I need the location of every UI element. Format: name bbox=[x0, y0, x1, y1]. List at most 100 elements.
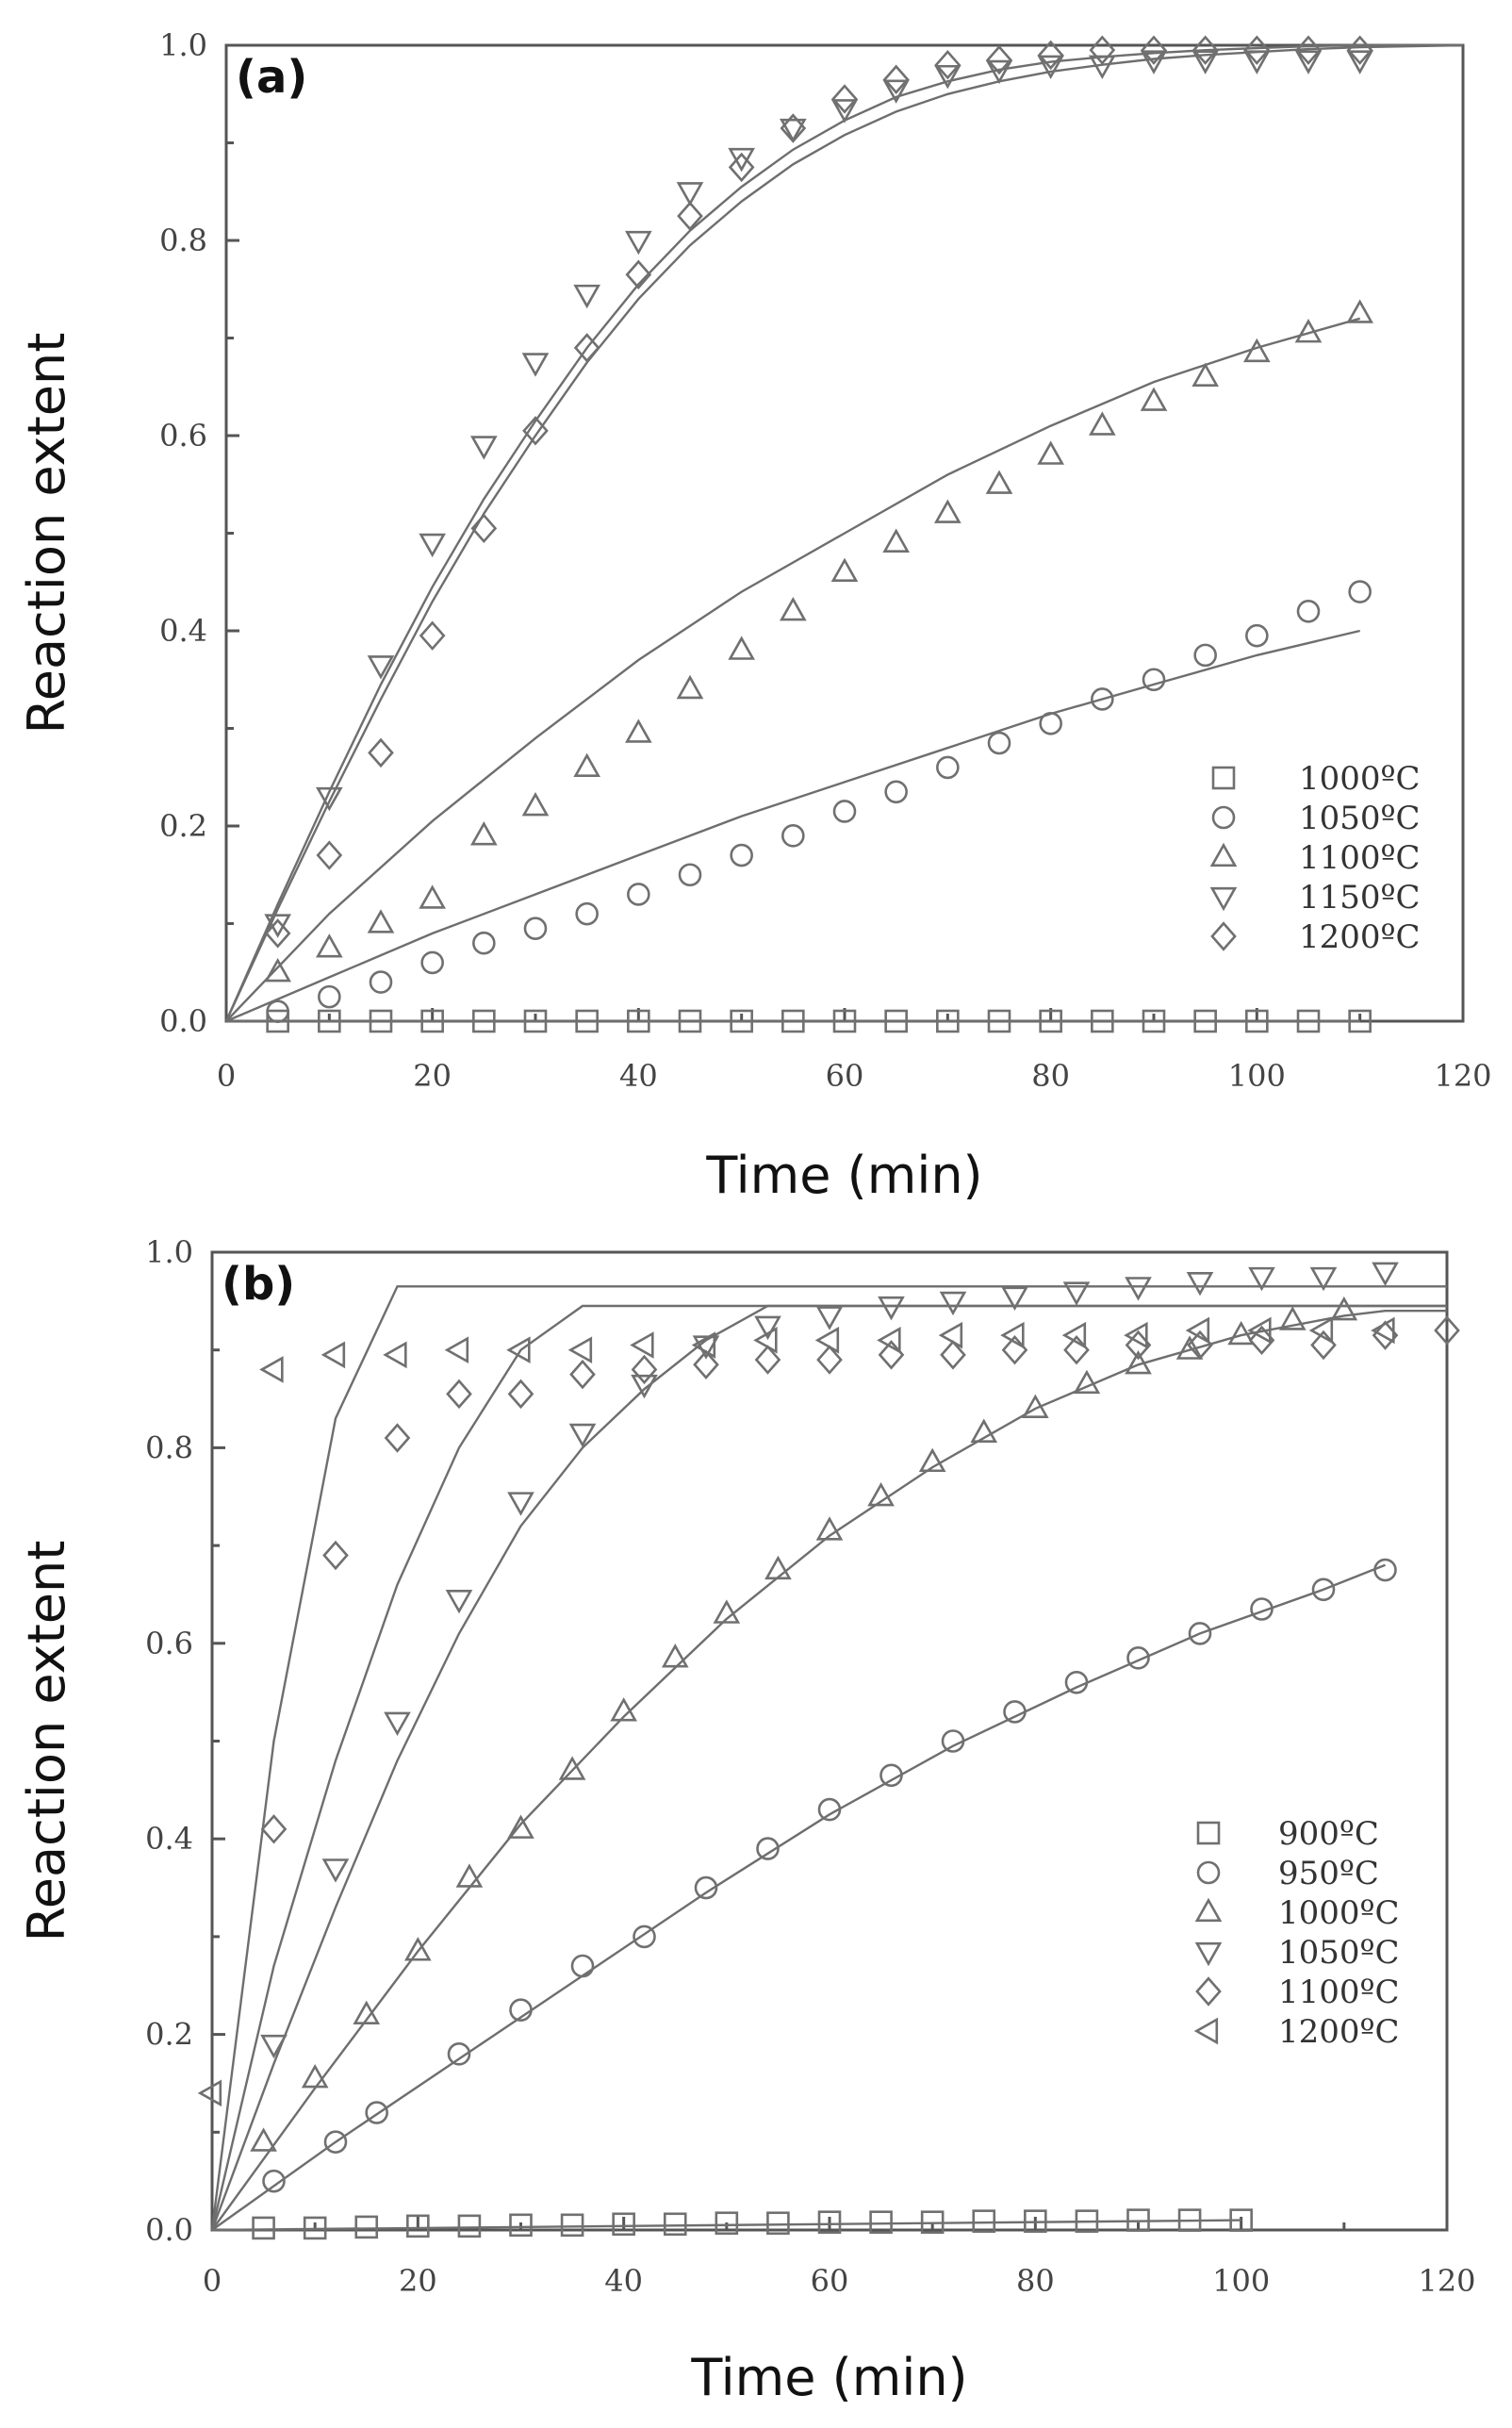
panel-b-point-1200 bbox=[197, 2079, 222, 2107]
panel-b-point-1000 bbox=[507, 1814, 534, 1839]
panel-b-point-1000 bbox=[1175, 1335, 1204, 1360]
panel-a-y-tick-label: 1.0 bbox=[159, 27, 207, 63]
panel-b-legend-label: 900ºC bbox=[1278, 1815, 1379, 1853]
panel-a-point-1000 bbox=[1296, 1009, 1321, 1033]
panel-a-point-1100 bbox=[1037, 440, 1064, 465]
panel-b-point-1050 bbox=[754, 1315, 781, 1341]
panel-a-point-1150 bbox=[728, 147, 755, 173]
panel-a-legend-marker bbox=[1209, 842, 1238, 867]
panel-b-x-axis-title: Time (min) bbox=[690, 2348, 967, 2407]
panel-a-fit-1150-line bbox=[224, 43, 1463, 1022]
panel-a-legend-label: 1000ºC bbox=[1299, 760, 1421, 798]
panel-b-point-1100 bbox=[754, 1345, 781, 1375]
panel-b-point-1000 bbox=[301, 2063, 329, 2089]
panel-a-point-1000 bbox=[369, 1009, 393, 1033]
panel-b-legend-marker bbox=[1193, 2017, 1219, 2045]
panel-b-point-900 bbox=[766, 2211, 790, 2236]
panel-a-point-1050 bbox=[987, 731, 1011, 755]
panel-b-legend-marker bbox=[1196, 1860, 1221, 1885]
panel-a-legend-label: 1100ºC bbox=[1299, 839, 1421, 877]
panel-b-y-tick-label: 0.2 bbox=[145, 2017, 193, 2053]
panel-a-legend-marker bbox=[1211, 805, 1236, 830]
panel-a-point-1150 bbox=[676, 182, 704, 206]
panel-b-point-1100 bbox=[260, 1814, 288, 1844]
panel-b-point-1200 bbox=[567, 1336, 593, 1364]
panel-a-point-1200 bbox=[264, 918, 291, 949]
panel-a-point-1100 bbox=[676, 674, 704, 700]
panel-b-series-1000 bbox=[250, 1296, 1358, 2152]
panel-a-point-1100 bbox=[1089, 411, 1116, 436]
panel-b-point-1000 bbox=[970, 1418, 998, 1443]
panel-a-point-1000 bbox=[832, 1009, 857, 1033]
panel-a-point-1200 bbox=[522, 416, 549, 446]
panel-a-point-1000 bbox=[266, 1009, 289, 1033]
panel-a-point-1050 bbox=[318, 984, 341, 1009]
panel-b-legend-marker bbox=[1194, 1897, 1223, 1923]
panel-b-point-950 bbox=[1373, 1558, 1397, 1582]
panel-a-point-1000 bbox=[1091, 1009, 1114, 1033]
panel-a-point-1050 bbox=[523, 917, 548, 940]
panel-b-legend-marker bbox=[1196, 1821, 1221, 1845]
panel-a-point-1150 bbox=[573, 284, 600, 309]
panel-a-x-tick-label: 120 bbox=[1434, 1058, 1491, 1094]
panel-b-point-1200 bbox=[444, 1336, 469, 1364]
panel-a-point-1150 bbox=[830, 99, 859, 124]
panel-b-point-1050 bbox=[1001, 1286, 1028, 1311]
panel-a-point-1200 bbox=[419, 620, 446, 651]
panel-a-point-1150 bbox=[1089, 55, 1116, 79]
panel-b-point-950 bbox=[1126, 1646, 1150, 1670]
panel-b-point-950 bbox=[817, 1797, 842, 1822]
panel-a-point-1150 bbox=[1243, 50, 1271, 74]
panel-b-point-1000 bbox=[1227, 1320, 1255, 1346]
panel-b-point-900 bbox=[1229, 2208, 1253, 2232]
panel-b-point-1100 bbox=[693, 1349, 719, 1379]
panel-a-x-tick-label: 80 bbox=[1031, 1058, 1070, 1094]
panel-a-point-1100 bbox=[1192, 362, 1219, 388]
panel-a-point-1050 bbox=[1348, 580, 1372, 603]
panel-b-point-950 bbox=[1188, 1622, 1212, 1645]
panel-a-point-1050 bbox=[369, 970, 393, 994]
panel-b-point-1100 bbox=[507, 1379, 534, 1410]
panel-b-point-1100 bbox=[940, 1340, 966, 1370]
panel-a-point-1000 bbox=[781, 1009, 805, 1033]
panel-b-point-900 bbox=[354, 2215, 379, 2239]
panel-a-point-1100 bbox=[521, 792, 550, 817]
panel-a-y-axis-title: Reaction extent bbox=[17, 333, 76, 735]
panel-a-point-1100 bbox=[367, 909, 395, 933]
panel-b-point-1000 bbox=[661, 1643, 689, 1668]
panel-a-label: (a) bbox=[236, 51, 307, 104]
panel-a-point-1050 bbox=[1039, 712, 1062, 735]
panel-b-point-1050 bbox=[631, 1374, 658, 1399]
panel-b-x-tick-label: 100 bbox=[1212, 2263, 1270, 2299]
panel-a-point-1100 bbox=[316, 933, 343, 958]
panel-b-point-1000 bbox=[404, 1937, 432, 1961]
panel-b-point-900 bbox=[509, 2213, 533, 2238]
panel-a-point-1200 bbox=[1243, 35, 1271, 65]
panel-b-point-1000 bbox=[867, 1481, 895, 1507]
panel-a-point-1050 bbox=[575, 901, 599, 926]
panel-b-legend-label: 950ºC bbox=[1278, 1855, 1379, 1892]
panel-a-y-tick-label: 0.6 bbox=[159, 418, 207, 454]
panel-b-point-950 bbox=[323, 2130, 348, 2154]
panel-b-point-900 bbox=[612, 2212, 635, 2237]
panel-a-point-1150 bbox=[316, 786, 343, 812]
panel-b-series-1050 bbox=[260, 1262, 1399, 2059]
panel-a-legend-label: 1050ºC bbox=[1299, 800, 1421, 837]
panel-a-point-1150 bbox=[985, 59, 1013, 85]
panel-b-point-1200 bbox=[753, 1327, 778, 1354]
panel-b-point-900 bbox=[303, 2216, 327, 2240]
panel-a-point-1050 bbox=[678, 863, 702, 887]
panel-a-point-1000 bbox=[420, 1009, 444, 1033]
panel-b-y-tick-label: 0.6 bbox=[145, 1626, 193, 1661]
panel-b-series-950 bbox=[262, 1558, 1397, 2193]
panel-a-point-1100 bbox=[625, 718, 652, 743]
panel-b-x-tick-label: 60 bbox=[811, 2263, 849, 2299]
panel-b-point-1000 bbox=[353, 2000, 381, 2024]
panel-a-point-1200 bbox=[316, 840, 343, 870]
panel-b-point-1100 bbox=[322, 1540, 349, 1571]
panel-b-point-1000 bbox=[558, 1756, 586, 1780]
panel-b-point-1050 bbox=[1372, 1262, 1399, 1287]
panel-a-point-1000 bbox=[523, 1009, 548, 1033]
